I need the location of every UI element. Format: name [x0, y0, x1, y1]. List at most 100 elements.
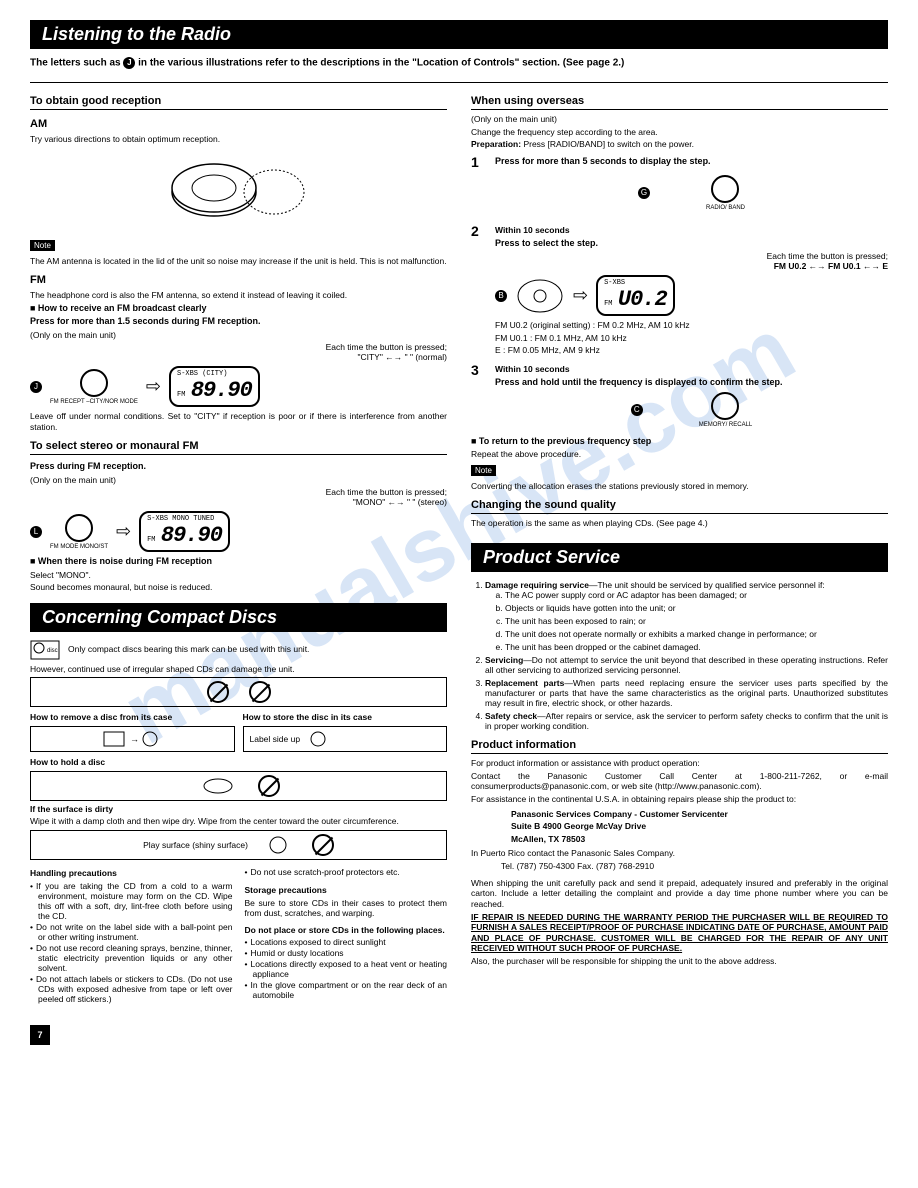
cycle: FM U0.2 ←→ FM U0.1 ←→ E [495, 261, 888, 271]
lcd2-top: S-XBS MONO TUNED [147, 515, 222, 523]
note-tag: Note [30, 240, 55, 251]
lcd2-fm: FM [147, 536, 155, 544]
svc3-head: Replacement parts [485, 678, 564, 688]
p2: Humid or dusty locations [245, 948, 448, 958]
lcd3-top: S-XBS [604, 279, 667, 287]
fm-diagram-row: J FM RECEPT –CITY/NOR MODE ⇨ S-XBS (CITY… [30, 366, 447, 407]
prep-label: Preparation: [471, 139, 521, 149]
fm-how: ■ How to receive an FM broadcast clearly [30, 303, 447, 314]
cd-remove: How to remove a disc from its case [30, 712, 235, 723]
letter-badge: J [123, 57, 135, 69]
mono-diagram-row: L FM MODE MONO/ST ⇨ S-XBS MONO TUNED FM … [30, 511, 447, 552]
p3: Locations directly exposed to a heat ven… [245, 959, 448, 979]
fm-head: FM [30, 274, 447, 286]
fm-text: The headphone cord is also the FM antenn… [30, 290, 447, 301]
overseas-head: When using overseas [471, 95, 888, 110]
letter-j: J [30, 381, 42, 393]
addr2: Suite B 4900 George McVay Drive [511, 821, 888, 832]
cd-mark: Only compact discs bearing this mark can… [68, 644, 309, 655]
only-main-r: (Only on the main unit) [471, 114, 888, 125]
prohibit-icon [258, 775, 280, 797]
compact-disc-logo-icon: disc [30, 640, 60, 660]
lcd3-fm: FM [604, 300, 612, 308]
hold-box [30, 771, 447, 801]
cd-store: How to store the disc in its case [243, 712, 448, 723]
svc1a: The AC power supply cord or AC adaptor h… [505, 590, 888, 600]
intro-pre: The letters such as [30, 58, 123, 69]
press-fm: Press during FM reception. [30, 461, 447, 472]
skip-button-icon [515, 276, 565, 316]
h1: If you are taking the CD from a cold to … [30, 881, 233, 921]
svg-text:disc: disc [47, 648, 58, 654]
city-normal: "CITY" ←→ " " (normal) [30, 352, 447, 362]
pr2: Tel. (787) 750-4300 Fax. (787) 768-2910 [471, 861, 888, 872]
lcd1-top: S-XBS (CITY) [177, 370, 252, 378]
svc1d: The unit does not operate normally or ex… [505, 629, 888, 639]
btn-j-label: FM RECEPT –CITY/NOR MODE [50, 399, 138, 405]
st-text: Be sure to store CDs in their cases to p… [245, 898, 448, 919]
left-column: To obtain good reception AM Try various … [30, 87, 447, 1004]
wipe: Wipe it with a damp cloth and then wipe … [30, 816, 447, 827]
addr1: Panasonic Services Company - Customer Se… [511, 809, 888, 820]
fm02: FM U0.2 (original setting) : FM 0.2 MHz,… [495, 320, 888, 331]
svc2-text: —Do not attempt to service the unit beyo… [485, 655, 888, 675]
return-head: ■ To return to the previous frequency st… [471, 436, 888, 447]
fm01: FM U0.1 : FM 0.1 MHz, AM 10 kHz [495, 333, 888, 344]
pi3: For assistance in the continental U.S.A.… [471, 794, 888, 805]
storage-head: Storage precautions [245, 885, 448, 896]
am-text: Try various directions to obtain optimum… [30, 134, 447, 145]
prep-text: Press [RADIO/BAND] to switch on the powe… [521, 139, 694, 149]
sound-q-head: Changing the sound quality [471, 499, 888, 514]
p4: In the glove compartment or on the rear … [245, 980, 448, 1000]
repeat: Repeat the above procedure. [471, 449, 888, 460]
remove-box: → [30, 726, 235, 752]
svc1-head: Damage requiring service [485, 580, 589, 590]
irreg-box [30, 677, 447, 707]
disc-store-icon [306, 730, 336, 748]
intro-post: in the various illustrations refer to th… [138, 58, 624, 69]
good-reception-head: To obtain good reception [30, 95, 447, 110]
warranty: IF REPAIR IS NEEDED DURING THE WARRANTY … [471, 912, 888, 955]
arrow-icon: ⇨ [146, 376, 161, 397]
letter-l: L [30, 526, 42, 538]
h5: Do not use scratch-proof protectors etc. [245, 867, 448, 877]
label-up: Label side up [250, 734, 301, 744]
h2: Do not write on the label side with a ba… [30, 922, 233, 942]
change-step: Change the frequency step according to t… [471, 127, 888, 138]
sound-text: The operation is the same as when playin… [471, 518, 888, 529]
arrow-icon: ⇨ [116, 521, 131, 542]
select-mono: Select "MONO". [30, 570, 447, 581]
lcd2-val: 89.90 [161, 523, 222, 548]
svc4-head: Safety check [485, 711, 537, 721]
sound-mono: Sound becomes monaural, but noise is red… [30, 582, 447, 593]
letter-b: B [495, 290, 507, 302]
noise-head: ■ When there is noise during FM receptio… [30, 556, 447, 567]
btn-c-label: MEMORY/ RECALL [699, 422, 753, 428]
btn-g-label: RADIO/ BAND [706, 205, 745, 211]
button-icon [65, 514, 93, 542]
noplace: Do not place or store CDs in the followi… [245, 925, 448, 936]
fm-press: Press for more than 1.5 seconds during F… [30, 316, 447, 327]
ship: When shipping the unit carefully pack an… [471, 878, 888, 910]
pi1: For product information or assistance wi… [471, 758, 888, 769]
s2b: Press to select the step. [495, 238, 888, 249]
am-head: AM [30, 118, 447, 130]
addr3: McAllen, TX 78503 [511, 834, 888, 845]
pr1: In Puerto Rico contact the Panasonic Sal… [471, 848, 888, 859]
step-1: 1 [471, 154, 487, 170]
lcd1-val: 89.90 [191, 378, 252, 403]
am-diagram [30, 147, 447, 237]
main-header: Listening to the Radio [30, 20, 888, 49]
fme: E : FM 0.05 MHz, AM 9 kHz [495, 345, 888, 356]
prohibit-icon [249, 681, 271, 703]
handling-head: Handling precautions [30, 868, 233, 879]
svg-text:→: → [130, 734, 139, 744]
note-tag-r: Note [471, 465, 496, 476]
only-main-2: (Only on the main unit) [30, 475, 447, 486]
s3b: Press and hold until the frequency is di… [495, 377, 888, 388]
fm-leaveoff: Leave off under normal conditions. Set t… [30, 411, 447, 432]
arrow-icon: ⇨ [573, 285, 588, 306]
button-icon [711, 175, 739, 203]
only-main-1: (Only on the main unit) [30, 330, 447, 341]
mono-stereo: "MONO" ←→ " " (stereo) [30, 497, 447, 507]
